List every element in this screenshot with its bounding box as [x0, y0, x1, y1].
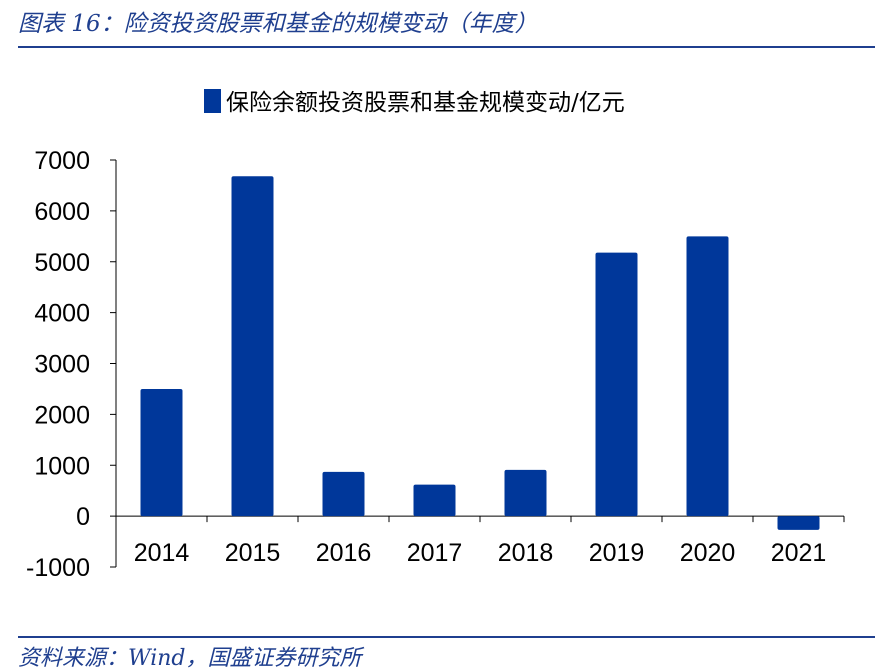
x-tick-label: 2017: [407, 539, 463, 567]
bar-2014: [140, 388, 183, 517]
x-tick-label: 2016: [316, 539, 372, 567]
y-tick-label: -1000: [26, 554, 90, 582]
y-tick-label: 3000: [34, 351, 90, 379]
y-tick-label: 4000: [34, 300, 90, 328]
x-tick-label: 2021: [771, 539, 827, 567]
bar-2019: [595, 252, 638, 517]
y-tick-label: 7000: [34, 147, 90, 175]
x-tick-label: 2018: [498, 539, 554, 567]
x-tick-label: 2020: [680, 539, 736, 567]
y-tick-label: 0: [76, 503, 90, 531]
chart-axes: [115, 160, 844, 567]
bar-2018: [504, 469, 547, 517]
x-tick-label: 2015: [225, 539, 281, 567]
figure-title: 图表 16：险资投资股票和基金的规模变动（年度）: [18, 11, 538, 37]
y-tick-label: 2000: [34, 401, 90, 429]
bar-2016: [322, 471, 365, 517]
y-tick-label: 6000: [34, 198, 90, 226]
x-tick-label: 2019: [589, 539, 645, 567]
legend-swatch: [204, 89, 221, 113]
bar-2017: [413, 484, 456, 517]
y-axis-ticks: 7000 6000 5000 4000 3000 2000 1000 0 -1000: [26, 147, 116, 582]
y-tick-label: 5000: [34, 249, 90, 277]
x-tick-label: 2014: [134, 539, 190, 567]
bars: [140, 176, 820, 530]
y-tick-label: 1000: [34, 452, 90, 480]
bar-2020: [686, 236, 729, 517]
chart-legend: 保险余额投资股票和基金规模变动/亿元: [204, 89, 625, 116]
title-rule: [18, 46, 875, 48]
source-note: 资料来源：Wind，国盛证券研究所: [18, 646, 362, 671]
x-axis-ticks: 2014 2015 2016 2017 2018 2019 2020 2021: [115, 516, 845, 567]
bar-2015: [231, 176, 274, 517]
source-rule: [18, 636, 875, 638]
bar-2021: [777, 516, 820, 530]
legend-label: 保险余额投资股票和基金规模变动/亿元: [226, 90, 625, 116]
